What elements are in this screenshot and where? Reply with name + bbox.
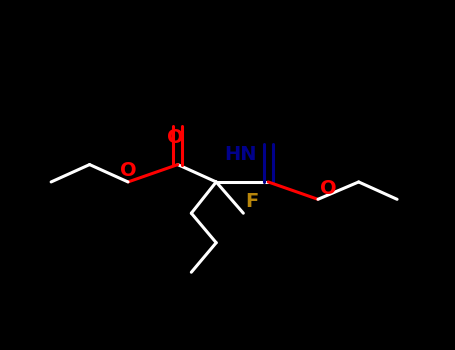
Text: F: F [246,193,259,211]
Text: O: O [167,128,184,147]
Text: O: O [320,178,337,197]
Text: HN: HN [224,146,257,164]
Text: O: O [120,161,136,180]
